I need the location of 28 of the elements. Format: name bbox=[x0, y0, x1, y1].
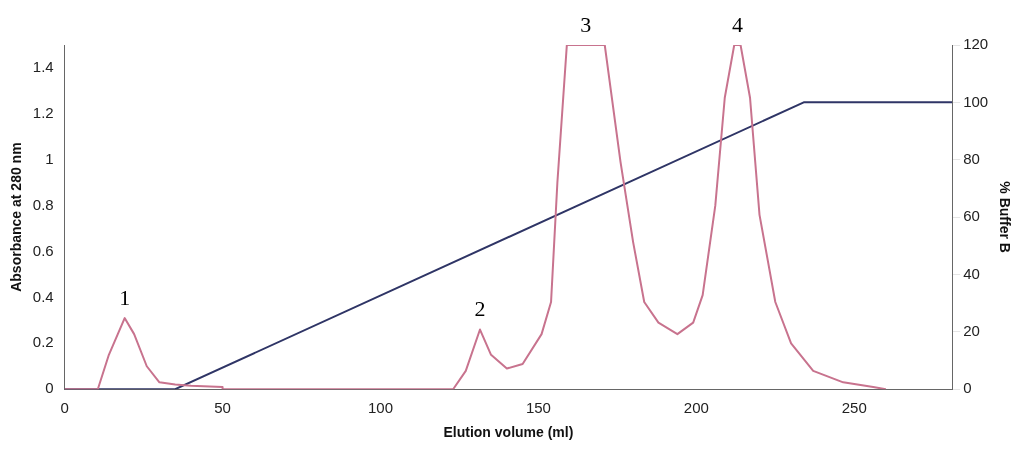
y2-axis-title: % Buffer B bbox=[996, 181, 1013, 253]
annotation: 2 bbox=[474, 296, 486, 322]
y-tick-label: 0.2 bbox=[32, 333, 54, 351]
y-tick-label: 1 bbox=[45, 149, 54, 167]
y-tick-label: 0.8 bbox=[32, 195, 54, 213]
y2-tick-label: 0 bbox=[963, 379, 972, 397]
y2-tick-label: 120 bbox=[963, 35, 989, 53]
y2-tick-label: 60 bbox=[963, 207, 980, 225]
x-tick-label: 0 bbox=[60, 399, 69, 417]
y2-tick-label: 20 bbox=[963, 321, 980, 339]
y-tick-label: 0.6 bbox=[32, 241, 54, 259]
y2-tick-label: 80 bbox=[963, 149, 980, 167]
x-axis-title: Elution volume (ml) bbox=[443, 424, 574, 441]
x-tick-label: 200 bbox=[683, 399, 709, 417]
annotation: 3 bbox=[580, 11, 592, 37]
annotation: 1 bbox=[119, 284, 131, 310]
annotation: 4 bbox=[731, 11, 743, 37]
x-tick-label: 150 bbox=[525, 399, 551, 417]
x-tick-label: 50 bbox=[214, 399, 231, 417]
x-tick-label: 250 bbox=[841, 399, 867, 417]
y-tick-label: 0 bbox=[45, 379, 54, 397]
x-tick-label: 100 bbox=[367, 399, 394, 417]
y2-tick-label: 40 bbox=[963, 264, 980, 282]
y-axis-title: Absorbance at 280 nm bbox=[8, 142, 25, 292]
y-tick-label: 1.4 bbox=[32, 58, 54, 76]
y-tick-label: 1.2 bbox=[32, 103, 54, 121]
y2-tick-label: 100 bbox=[963, 92, 989, 110]
y-tick-label: 0.4 bbox=[32, 287, 54, 305]
